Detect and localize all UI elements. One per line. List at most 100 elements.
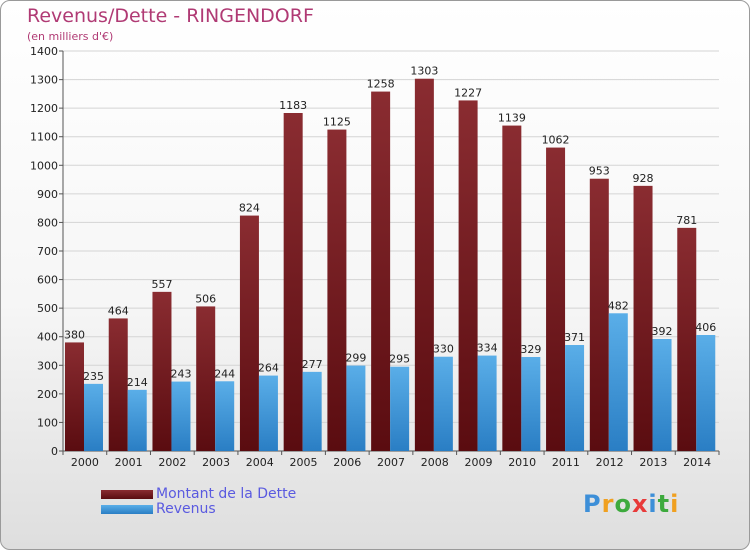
- y-tick-label: 900: [37, 188, 58, 201]
- x-tick-label: 2006: [333, 456, 361, 469]
- bar-revenus: [565, 345, 585, 451]
- x-tick-label: 2000: [71, 456, 99, 469]
- chart-title: Revenus/Dette - RINGENDORF: [27, 5, 314, 27]
- bar-revenus: [171, 381, 191, 451]
- data-label-debt: 1139: [498, 112, 526, 125]
- data-label-revenus: 371: [564, 331, 585, 344]
- y-tick-label: 1000: [30, 159, 58, 172]
- bar-revenus: [477, 355, 497, 451]
- x-tick-label: 2001: [115, 456, 143, 469]
- data-label-revenus: 295: [389, 353, 410, 366]
- y-tick-label: 800: [37, 216, 58, 229]
- data-label-debt: 1062: [542, 134, 570, 147]
- y-tick-label: 300: [37, 359, 58, 372]
- logo-letter: o: [614, 490, 632, 518]
- y-tick-label: 500: [37, 302, 58, 315]
- bar-debt: [152, 291, 172, 451]
- x-tick-label: 2012: [596, 456, 624, 469]
- logo-letter: r: [601, 490, 615, 518]
- bar-revenus: [433, 356, 453, 451]
- y-tick-label: 1100: [30, 131, 58, 144]
- y-tick-label: 0: [51, 445, 58, 458]
- bar-debt: [65, 342, 84, 451]
- bar-revenus: [302, 371, 322, 451]
- data-label-revenus: 299: [345, 352, 366, 365]
- legend-label-revenus: Revenus: [156, 501, 216, 517]
- bar-revenus: [127, 389, 147, 451]
- data-label-revenus: 264: [258, 362, 279, 375]
- x-tick-label: 2014: [683, 456, 711, 469]
- data-label-debt: 506: [195, 292, 216, 305]
- data-label-debt: 1303: [410, 65, 438, 78]
- bar-debt: [633, 185, 653, 451]
- bar-debt: [283, 113, 303, 451]
- data-label-revenus: 329: [520, 343, 541, 356]
- x-tick-label: 2010: [508, 456, 536, 469]
- y-tick-label: 1300: [30, 74, 58, 87]
- x-tick-label: 2003: [202, 456, 230, 469]
- data-label-revenus: 235: [83, 370, 104, 383]
- bar-revenus: [215, 381, 235, 451]
- bar-debt: [546, 147, 566, 452]
- data-label-debt: 928: [633, 172, 654, 185]
- proxiti-logo: Proxiti: [583, 490, 679, 518]
- data-label-debt: 380: [64, 328, 85, 341]
- chart-subtitle: (en milliers d'€): [27, 30, 114, 43]
- data-label-revenus: 244: [214, 367, 235, 380]
- bar-debt: [196, 306, 216, 451]
- legend-swatch-debt: [101, 490, 153, 499]
- data-label-debt: 781: [676, 214, 697, 227]
- data-label-debt: 1125: [323, 116, 351, 129]
- bar-debt: [371, 91, 391, 452]
- x-tick-label: 2002: [158, 456, 186, 469]
- y-tick-label: 1200: [30, 102, 58, 115]
- data-label-revenus: 277: [302, 358, 323, 371]
- legend-swatch-revenus: [101, 505, 153, 514]
- bar-debt: [589, 178, 609, 451]
- logo-letter: P: [583, 490, 602, 518]
- logo-letter: x: [631, 490, 649, 518]
- bar-revenus: [608, 313, 628, 451]
- y-tick-label: 400: [37, 331, 58, 344]
- data-label-debt: 1258: [367, 78, 395, 91]
- data-label-revenus: 243: [170, 368, 191, 381]
- bar-revenus: [521, 357, 541, 451]
- bar-revenus: [696, 335, 716, 451]
- x-tick-label: 2013: [639, 456, 667, 469]
- y-tick-label: 700: [37, 245, 58, 258]
- data-label-debt: 1183: [279, 99, 307, 112]
- bar-revenus: [258, 375, 278, 451]
- bar-debt: [458, 100, 478, 451]
- data-label-debt: 464: [108, 304, 129, 317]
- data-label-debt: 953: [589, 165, 610, 178]
- bar-debt: [327, 129, 347, 452]
- logo-letter: i: [670, 490, 680, 518]
- data-label-revenus: 406: [695, 321, 716, 334]
- data-label-debt: 1227: [454, 86, 482, 99]
- y-tick-label: 100: [37, 416, 58, 429]
- y-tick-label: 600: [37, 274, 58, 287]
- bar-debt: [414, 78, 434, 451]
- bar-debt: [502, 125, 522, 452]
- data-label-revenus: 482: [608, 299, 629, 312]
- bar-debt: [677, 227, 697, 451]
- x-tick-label: 2008: [421, 456, 449, 469]
- data-label-revenus: 392: [652, 325, 673, 338]
- x-tick-label: 2005: [290, 456, 318, 469]
- bar-revenus: [390, 366, 410, 451]
- y-tick-label: 1400: [30, 45, 58, 58]
- x-tick-label: 2007: [377, 456, 405, 469]
- data-label-debt: 557: [151, 278, 172, 291]
- bar-revenus: [84, 383, 103, 451]
- bar-debt: [108, 318, 128, 451]
- x-tick-label: 2009: [464, 456, 492, 469]
- bar-revenus: [346, 365, 366, 451]
- bar-revenus: [652, 339, 672, 451]
- logo-letter: i: [648, 490, 658, 518]
- legend-label-debt: Montant de la Dette: [156, 486, 297, 502]
- data-label-revenus: 214: [127, 376, 148, 389]
- data-label-debt: 824: [239, 202, 260, 215]
- logo-letter: t: [657, 490, 671, 518]
